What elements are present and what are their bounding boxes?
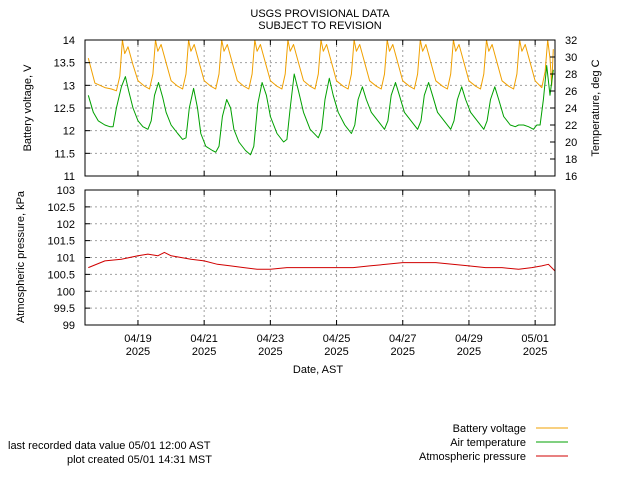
- chart-title-line-2: SUBJECT TO REVISION: [258, 20, 382, 32]
- date-tick-year-2: 2025: [258, 346, 282, 358]
- pressure-tick-label-0: 99: [63, 320, 75, 332]
- voltage-tick-label-5: 13.5: [54, 58, 75, 70]
- temperature-tick-label-2: 20: [565, 137, 577, 149]
- date-tick-year-6: 2025: [523, 346, 547, 358]
- pressure-axis: 99 99.5 100 100.5 101 101.5 102 102.5 103: [47, 185, 90, 332]
- date-tick-year-3: 2025: [324, 346, 348, 358]
- pressure-tick-label-5: 101.5: [47, 236, 75, 248]
- date-tick-label-2: 04/23: [257, 333, 285, 345]
- lower-grid: [85, 190, 555, 325]
- date-tick-year-0: 2025: [126, 346, 150, 358]
- chart-legend: Battery voltage Air temperature Atmospheri…: [419, 423, 568, 463]
- pressure-axis-label: Atmospheric pressure, kPa: [15, 190, 27, 323]
- temperature-tick-label-5: 26: [565, 86, 577, 98]
- temperature-axis-label: Temperature, deg C: [590, 59, 602, 156]
- pressure-tick-label-2: 100: [57, 286, 75, 298]
- voltage-tick-label-3: 12.5: [54, 103, 75, 115]
- date-axis: 04/19202504/21202504/23202504/25202504/2…: [124, 333, 549, 358]
- voltage-tick-label-2: 12: [63, 126, 75, 138]
- temperature-tick-label-3: 22: [565, 120, 577, 132]
- temperature-tick-label-4: 24: [565, 103, 577, 115]
- date-tick-label-1: 04/21: [190, 333, 218, 345]
- legend-label-air-temperature: Air temperature: [450, 437, 526, 449]
- date-tick-label-3: 04/25: [323, 333, 351, 345]
- temperature-tick-label-7: 30: [565, 52, 577, 64]
- last-recorded-note: last recorded data value 05/01 12:00 AST: [8, 440, 211, 452]
- temperature-tick-label-8: 32: [565, 35, 577, 47]
- voltage-tick-label-0: 11: [64, 171, 75, 183]
- temperature-tick-label-1: 18: [565, 154, 577, 166]
- voltage-tick-label-4: 13: [63, 80, 75, 92]
- battery-voltage-line: [87, 39, 554, 92]
- temperature-tick-label-6: 28: [565, 69, 577, 81]
- voltage-tick-label-1: 11.5: [54, 148, 75, 160]
- upper-grid: [85, 40, 555, 176]
- legend-label-battery-voltage: Battery voltage: [453, 423, 526, 435]
- chart-title-line-1: USGS PROVISIONAL DATA: [250, 8, 390, 20]
- date-tick-label-5: 04/29: [455, 333, 483, 345]
- plot-created-note: plot created 05/01 14:31 MST: [67, 454, 212, 466]
- pressure-tick-label-4: 101: [57, 253, 75, 265]
- date-tick-year-4: 2025: [391, 346, 415, 358]
- date-tick-label-0: 04/19: [124, 333, 152, 345]
- air-temperature-line: [87, 65, 554, 156]
- pressure-tick-label-6: 102: [57, 219, 75, 231]
- battery-voltage-axis: 11 11.5 12 12.5 13 13.5 14: [54, 35, 90, 183]
- lower-series: [88, 251, 556, 272]
- date-tick-year-1: 2025: [192, 346, 216, 358]
- date-tick-label-4: 04/27: [389, 333, 417, 345]
- upper-series: [87, 39, 554, 156]
- pressure-tick-label-7: 102.5: [47, 202, 75, 214]
- temperature-axis: 16 18 20 22 24 26 28 30 32: [550, 35, 577, 183]
- atmospheric-pressure-line: [88, 251, 556, 272]
- voltage-tick-label-6: 14: [63, 35, 75, 47]
- pressure-tick-label-1: 99.5: [54, 303, 75, 315]
- pressure-tick-label-3: 100.5: [47, 269, 75, 281]
- date-tick-year-5: 2025: [457, 346, 481, 358]
- battery-voltage-axis-label: Battery voltage, V: [22, 64, 34, 151]
- date-axis-label: Date, AST: [293, 364, 343, 376]
- legend-label-atmospheric-pressure: Atmospheric pressure: [419, 451, 526, 463]
- temperature-tick-label-0: 16: [565, 171, 577, 183]
- pressure-tick-label-8: 103: [57, 185, 75, 197]
- date-tick-label-6: 05/01: [521, 333, 549, 345]
